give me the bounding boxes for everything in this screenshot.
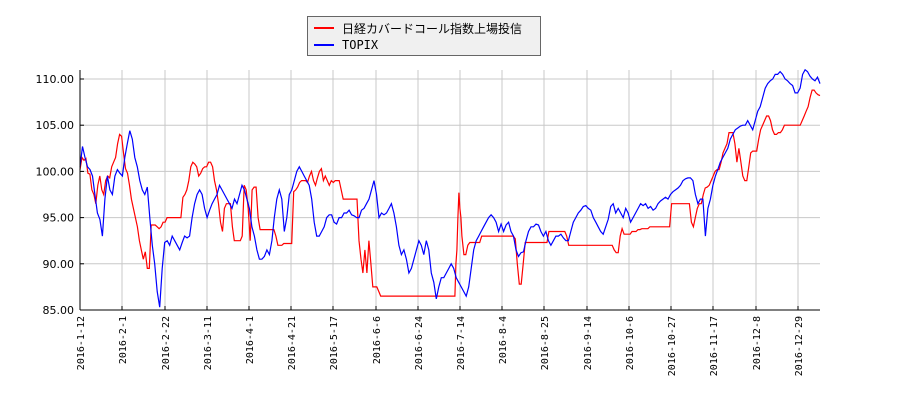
x-tick-label: 2016-8-25 (540, 316, 551, 370)
x-tick-label: 2016-11-17 (709, 316, 720, 376)
series-lines (79, 68, 821, 308)
legend-swatch-red (314, 27, 334, 29)
x-tick-label: 2016-10-6 (625, 316, 636, 370)
x-tick-label: 2016-5-17 (329, 316, 340, 370)
x-tick-label: 2016-12-8 (752, 316, 763, 370)
y-tick-label: 95.00 (43, 212, 75, 225)
legend-item-nikkei-covered-call: 日経カバードコール指数上場投信 (314, 20, 522, 36)
x-tick-label: 2016-8-4 (498, 316, 509, 364)
y-tick-label: 110.00 (36, 73, 75, 86)
x-tick-label: 2016-6-24 (414, 316, 425, 370)
x-tick-label: 2016-6-6 (372, 316, 383, 364)
legend-swatch-blue (314, 44, 334, 46)
x-tick-label: 2016-2-1 (118, 316, 129, 364)
x-tick-label: 2016-9-14 (583, 316, 594, 370)
legend: 日経カバードコール指数上場投信 TOPIX (307, 16, 541, 56)
x-tick-label: 2016-4-21 (287, 316, 298, 370)
x-tick-label: 2016-10-27 (667, 316, 678, 376)
axes: 85.00 90.00 95.00 100.00 105.00 110.00 2016-1-… (36, 70, 820, 376)
legend-label: TOPIX (342, 38, 379, 52)
y-tick-label: 105.00 (36, 119, 75, 132)
x-tick-label: 2016-3-11 (203, 316, 214, 370)
x-tick-label: 2016-2-22 (161, 316, 172, 370)
x-tick-label: 2016-12-29 (794, 316, 805, 376)
series-line (79, 68, 821, 308)
legend-label: 日経カバードコール指数上場投信 (342, 21, 523, 36)
x-tick-label: 2016-4-1 (245, 316, 256, 364)
series-line (79, 89, 821, 297)
x-tick-label: 2016-1-12 (76, 316, 87, 370)
y-tick-label: 85.00 (43, 304, 75, 317)
x-tick-label: 2016-7-14 (456, 316, 467, 370)
y-tick-label: 100.00 (36, 165, 75, 178)
grid-lines (80, 70, 820, 310)
y-tick-label: 90.00 (43, 258, 75, 271)
legend-item-topix: TOPIX (314, 37, 378, 53)
